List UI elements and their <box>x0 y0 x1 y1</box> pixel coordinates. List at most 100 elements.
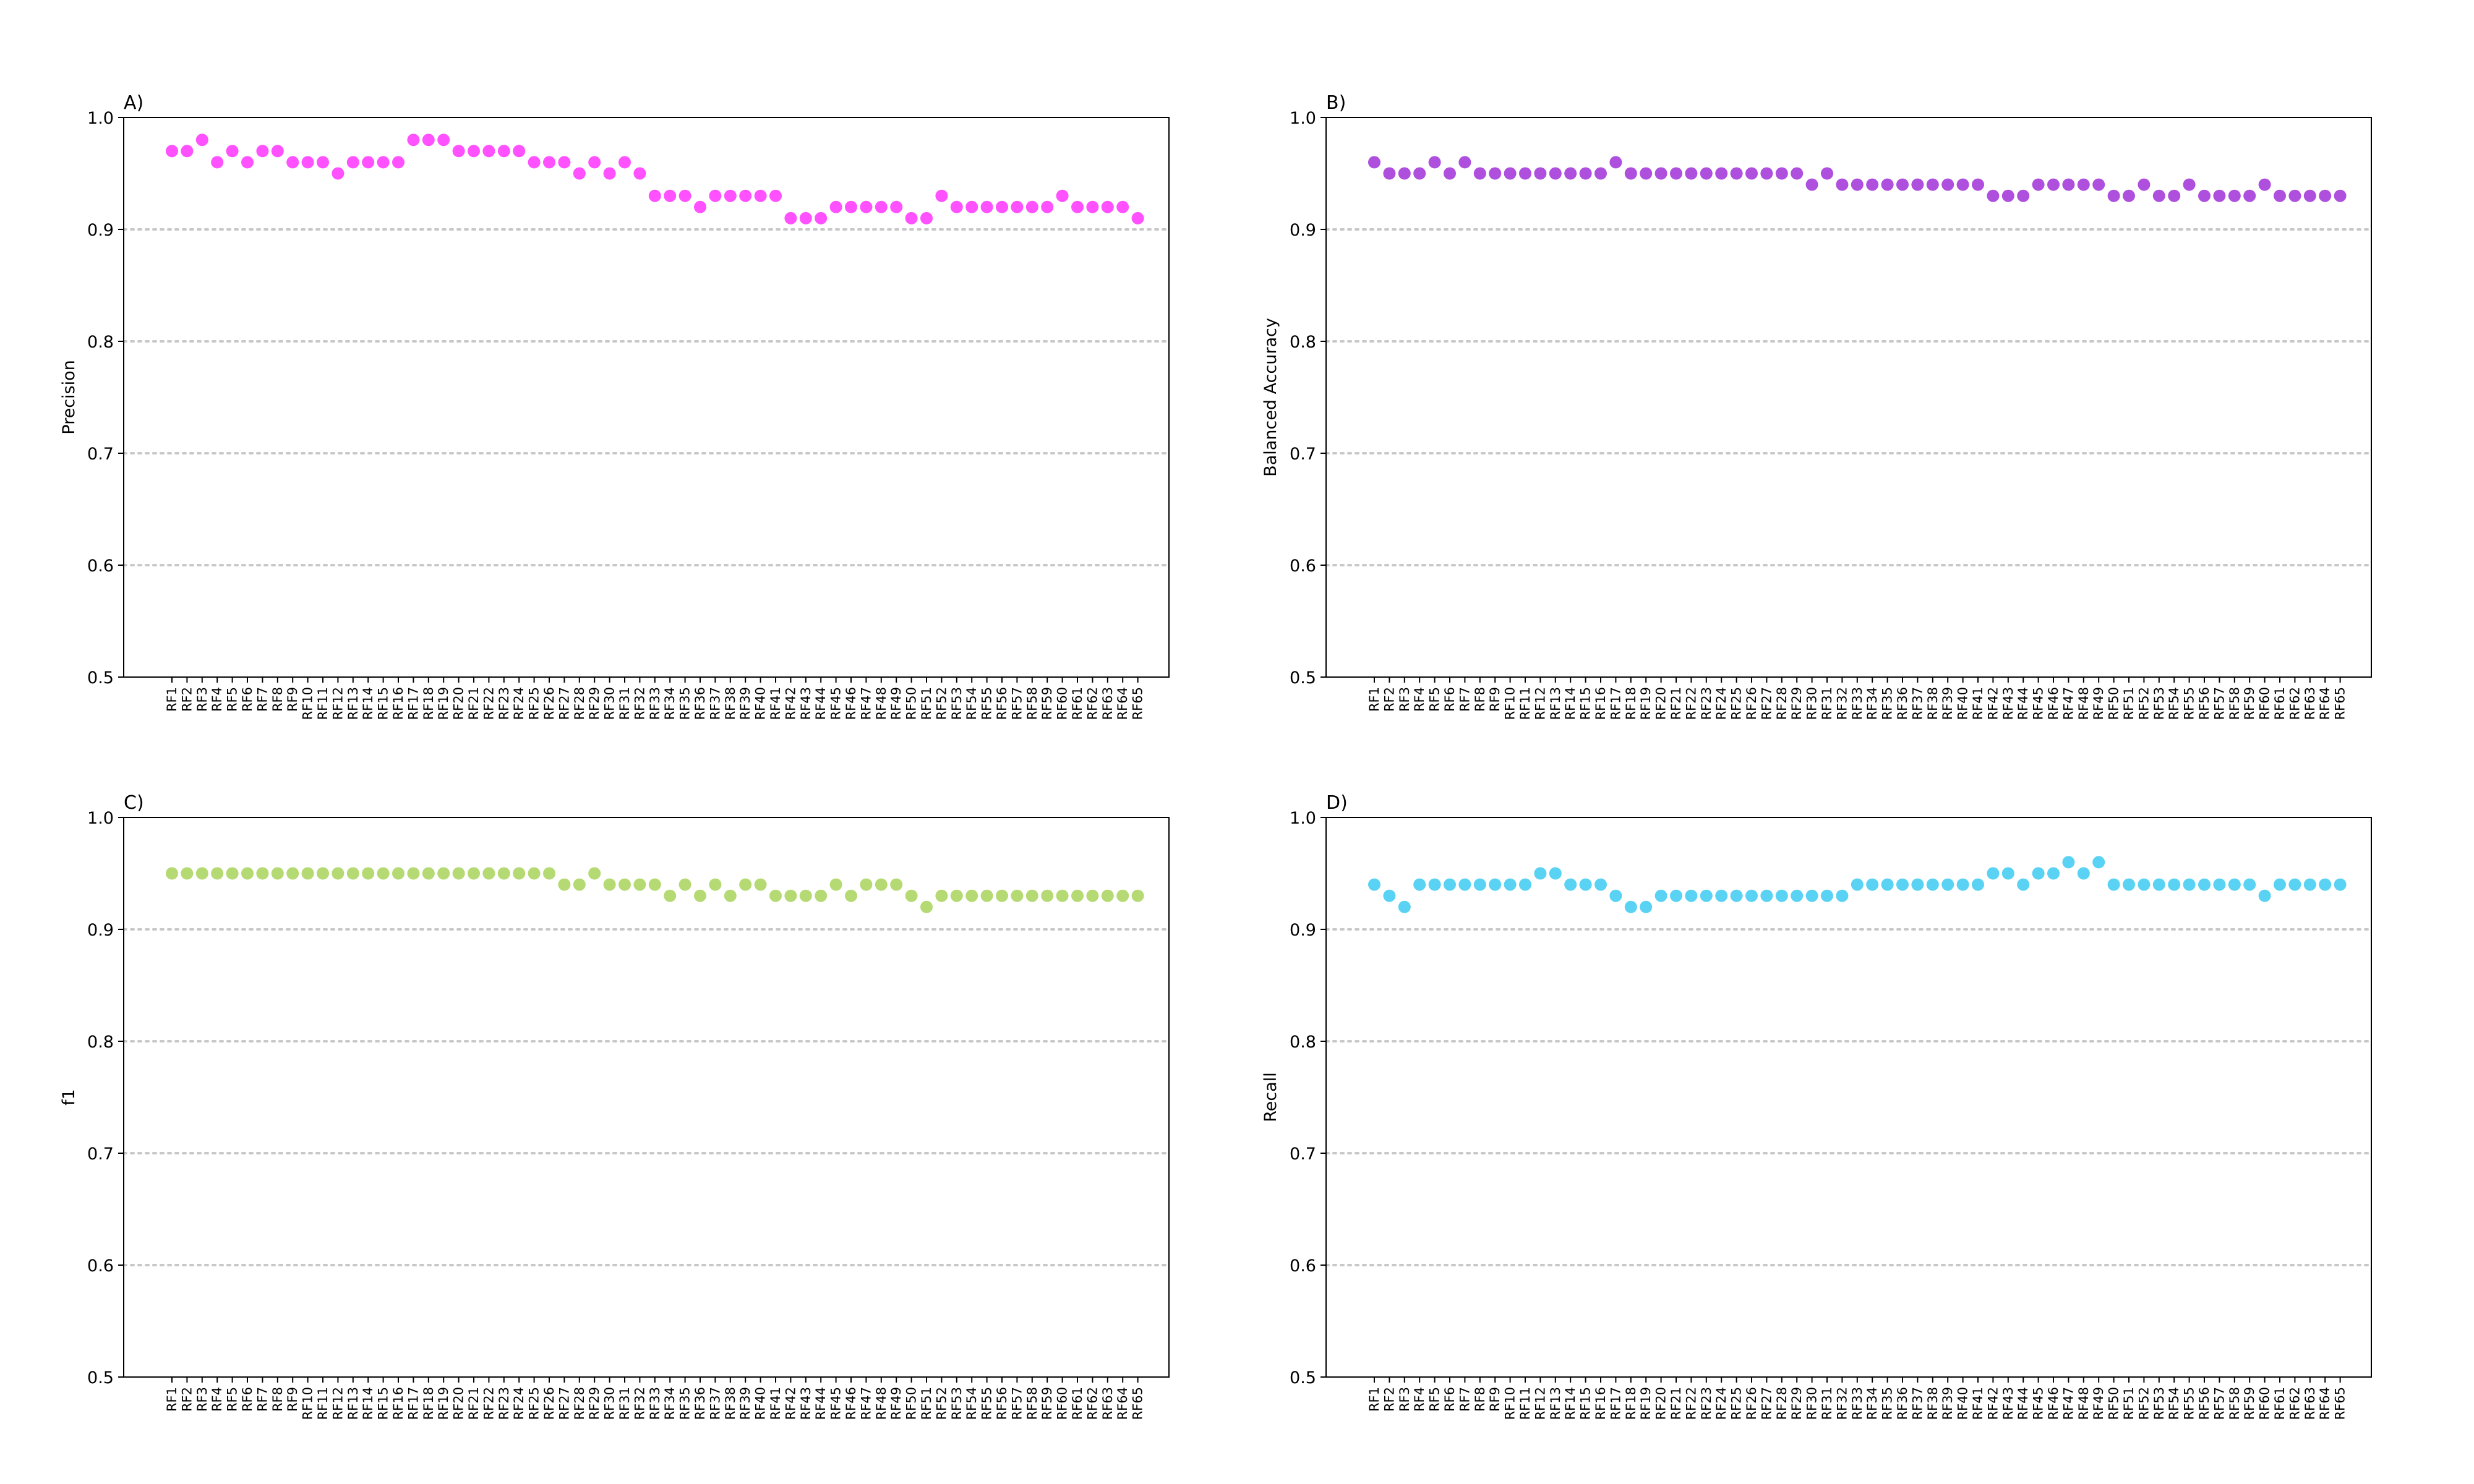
panel-c-point <box>497 867 510 880</box>
panel-d-xtick-label: RF40 <box>1956 1387 1971 1420</box>
panel-d-point <box>1896 878 1909 891</box>
panel-a-xtick-label: RF15 <box>376 687 391 720</box>
panel-c-point <box>452 867 465 880</box>
panel-d-xtick-label: RF56 <box>2197 1387 2212 1420</box>
panel-a-point <box>513 145 526 158</box>
panel-c-point <box>286 867 299 880</box>
panel-a-point <box>1071 200 1084 213</box>
panel-c-point <box>618 878 631 891</box>
panel-a-xtick-label: RF25 <box>527 687 542 720</box>
panel-b-label: B) <box>1326 92 1346 114</box>
panel-c-point <box>905 889 918 902</box>
panel-d-xtick-label: RF3 <box>1397 1387 1412 1412</box>
panel-c-xtick-label: RF46 <box>844 1387 858 1420</box>
panel-c-xtick-label: RF48 <box>874 1387 889 1420</box>
panel-c-xtick-label: RF29 <box>587 1387 602 1420</box>
panel-c-xtick-label: RF34 <box>662 1387 677 1420</box>
panel-b-point <box>1685 167 1698 180</box>
panel-a-point <box>301 156 314 169</box>
panel-c-point <box>664 889 677 902</box>
panel-a-point <box>166 145 178 158</box>
panel-d-xtick-label: RF34 <box>1865 1387 1880 1420</box>
panel-c-point <box>709 878 722 891</box>
panel-a-xtick-label: RF24 <box>511 687 526 720</box>
panel-c-ytick-label: 0.9 <box>87 921 114 940</box>
panel-b-point <box>2183 178 2196 191</box>
panel-d-point <box>1473 878 1486 891</box>
panel-b-point <box>1941 178 1954 191</box>
panel-d-xtick-label: RF35 <box>1880 1387 1895 1420</box>
panel-d-ytick-label: 0.7 <box>1290 1145 1316 1164</box>
panel-b: B) Balanced Accuracy 0.5 0.6 0.7 0.8 0.9 1.0 R… <box>1261 92 2373 720</box>
panel-d-xtick-label: RF8 <box>1473 1387 1487 1412</box>
panel-c-ytick-label: 0.6 <box>87 1256 114 1276</box>
panel-d-xtick-label: RF19 <box>1638 1387 1653 1420</box>
panel-d-point <box>1685 889 1698 902</box>
panel-b-point <box>2062 178 2075 191</box>
panel-b-point <box>2258 178 2271 191</box>
panel-b-xtick-label: RF14 <box>1563 687 1578 720</box>
panel-b-point <box>1489 167 1502 180</box>
panel-a-point <box>286 156 299 169</box>
panel-c-point <box>648 878 661 891</box>
panel-b-point <box>1458 156 1471 169</box>
panel-b-point <box>2228 189 2241 202</box>
panel-c-point <box>346 867 359 880</box>
panel-a-xtick-label: RF12 <box>330 687 345 720</box>
panel-b-point <box>2168 189 2181 202</box>
panel-b-point <box>1579 167 1592 180</box>
panel-c-xtick-label: RF11 <box>315 1387 330 1420</box>
panel-b-ytick-label: 0.6 <box>1290 556 1316 576</box>
panel-a-xtick-label: RF2 <box>179 687 194 712</box>
panel-d-xtick-label: RF11 <box>1518 1387 1533 1420</box>
panel-c-xtick-label: RF31 <box>617 1387 632 1420</box>
panel-c-point <box>1011 889 1024 902</box>
panel-a-xtick-label: RF62 <box>1085 687 1100 720</box>
panel-c-point <box>1131 889 1144 902</box>
panel-a-xtick-label: RF13 <box>346 687 361 720</box>
panel-a-point <box>181 145 194 158</box>
panel-b-point <box>1972 178 1984 191</box>
panel-d-ylabel: Recall <box>1261 1072 1280 1122</box>
panel-d-point <box>1579 878 1592 891</box>
panel-d-point <box>1851 878 1864 891</box>
panel-b-point <box>2107 189 2120 202</box>
panel-b-point <box>1640 167 1653 180</box>
panel-b-xtick-label: RF60 <box>2258 687 2272 720</box>
panel-b-xtick-label: RF45 <box>2031 687 2046 720</box>
panel-a-xtick-label: RF65 <box>1131 687 1145 720</box>
panel-c-point <box>573 878 586 891</box>
panel-d-point <box>2243 878 2256 891</box>
panel-d-xtick-label: RF45 <box>2031 1387 2046 1420</box>
panel-b-point <box>1896 178 1909 191</box>
panel-d-xtick-label: RF54 <box>2167 1387 2181 1420</box>
panel-c-xtick-label: RF37 <box>708 1387 722 1420</box>
panel-a-xtick-label: RF33 <box>648 687 662 720</box>
panel-d-xtick-label: RF2 <box>1382 1387 1397 1412</box>
panel-d-xtick-label: RF23 <box>1699 1387 1714 1420</box>
panel-b-point <box>1654 167 1667 180</box>
panel-a-point <box>543 156 555 169</box>
panel-a-point <box>317 156 329 169</box>
panel-b-xtick-label: RF48 <box>2076 687 2091 720</box>
panel-b-point <box>1956 178 1969 191</box>
panel-b-xtick-label: RF23 <box>1699 687 1714 720</box>
panel-a-xtick-label: RF36 <box>693 687 708 720</box>
panel-c-xtick-label: RF40 <box>753 1387 768 1420</box>
panel-a-xtick-label: RF41 <box>768 687 783 720</box>
panel-c-point <box>829 878 842 891</box>
panel-a-xtick-label: RF16 <box>391 687 406 720</box>
panel-d-ytick-label: 0.9 <box>1290 921 1316 940</box>
panel-a-point <box>211 156 224 169</box>
panel-b-point <box>2319 189 2332 202</box>
panel-a-xtick-label: RF44 <box>813 687 828 720</box>
panel-d-point <box>2168 878 2181 891</box>
panel-d-xtick-label: RF10 <box>1503 1387 1518 1420</box>
panel-d-xtick-label: RF57 <box>2212 1387 2227 1420</box>
panel-c-point <box>1071 889 1084 902</box>
panel-d-point <box>1624 900 1637 913</box>
panel-a-xtick-label: RF38 <box>723 687 738 720</box>
panel-a-point <box>573 167 586 180</box>
